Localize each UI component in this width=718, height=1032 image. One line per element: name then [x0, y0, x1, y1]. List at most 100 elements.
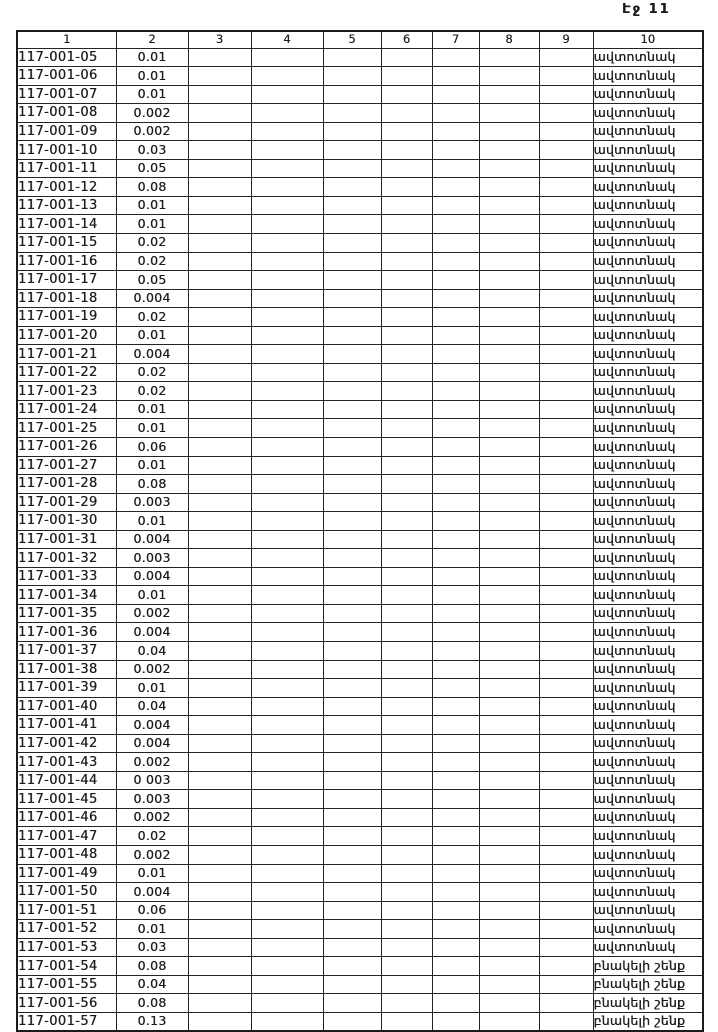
table-row: 117-001-52 0.01 ավտոտնակ [16, 919, 704, 939]
cell-empty [538, 882, 594, 902]
cell-empty [322, 103, 382, 123]
cell-parcel-code: 117-001-16 [16, 251, 117, 272]
cell-empty [380, 715, 433, 735]
cell-parcel-code: 117-001-05 [16, 47, 117, 68]
cell-parcel-code: 117-001-57 [16, 1011, 117, 1032]
cell-parcel-code: 117-001-54 [16, 956, 117, 976]
cell-empty [322, 826, 382, 847]
cell-empty [250, 622, 324, 642]
cell-building-type: ավտոտնակ [592, 770, 704, 791]
cell-empty [322, 845, 382, 865]
cell-building-type: ավտոտնակ [592, 436, 704, 457]
cell-building-type: բնակելի շենք [592, 956, 704, 976]
cell-empty [250, 66, 324, 86]
cell-area-value: 0.04 [115, 696, 189, 717]
cell-empty [322, 474, 382, 494]
cell-parcel-code: 117-001-45 [16, 789, 117, 809]
cell-empty [322, 455, 382, 476]
cell-empty [322, 696, 382, 717]
cell-area-value: 0.01 [115, 418, 189, 438]
cell-empty [187, 974, 252, 995]
cell-empty [250, 882, 324, 902]
cell-parcel-code: 117-001-43 [16, 752, 117, 772]
cell-empty [538, 84, 594, 105]
cell-empty [538, 232, 594, 253]
cell-empty [478, 1011, 540, 1032]
column-header-10: 10 [592, 30, 704, 49]
cell-empty [538, 381, 594, 401]
cell-empty [431, 66, 480, 86]
table-row: 117-001-53 0.03 ավտոտնակ [16, 937, 704, 958]
cell-empty [187, 566, 252, 587]
cell-building-type: ավտոտնակ [592, 418, 704, 438]
cell-empty [538, 1011, 594, 1032]
cell-empty [250, 993, 324, 1013]
cell-parcel-code: 117-001-11 [16, 158, 117, 179]
cell-area-value: 0.004 [115, 566, 189, 587]
cell-parcel-code: 117-001-27 [16, 455, 117, 476]
cell-building-type: ավտոտնակ [592, 622, 704, 642]
cell-area-value: 0.01 [115, 66, 189, 86]
cell-empty [250, 1011, 324, 1032]
table-row: 117-001-12 0.08 ավտոտնակ [16, 177, 704, 197]
cell-empty [250, 288, 324, 309]
cell-empty [187, 845, 252, 865]
cell-area-value: 0.003 [115, 789, 189, 809]
table-row: 117-001-21 0.004 ավտոտնակ [16, 344, 704, 364]
table-row: 117-001-32 0.003 ավտոտնակ [16, 548, 704, 568]
cell-area-value: 0.002 [115, 807, 189, 828]
cell-empty [478, 474, 540, 494]
table-row: 117-001-17 0.05 ավտոտնակ [16, 270, 704, 290]
cell-empty [322, 511, 382, 531]
cell-empty [431, 900, 480, 921]
cell-empty [250, 158, 324, 179]
cell-parcel-code: 117-001-21 [16, 344, 117, 364]
cell-empty [187, 659, 252, 680]
cell-empty [538, 474, 594, 494]
cell-empty [187, 900, 252, 921]
cell-empty [380, 251, 433, 272]
cell-parcel-code: 117-001-44 [16, 770, 117, 791]
cell-empty [431, 140, 480, 160]
cell-area-value: 0.002 [115, 752, 189, 772]
cell-empty [187, 529, 252, 550]
cell-empty [380, 288, 433, 309]
cell-empty [250, 529, 324, 550]
cell-parcel-code: 117-001-53 [16, 937, 117, 958]
cell-empty [431, 214, 480, 234]
cell-empty [250, 177, 324, 197]
cell-empty [380, 270, 433, 290]
cell-empty [187, 603, 252, 624]
cell-empty [187, 548, 252, 568]
cell-empty [538, 733, 594, 754]
cell-area-value: 0.06 [115, 436, 189, 457]
cell-empty [187, 325, 252, 346]
cell-empty [380, 511, 433, 531]
cell-parcel-code: 117-001-06 [16, 66, 117, 86]
cell-empty [187, 362, 252, 383]
cell-empty [380, 66, 433, 86]
cell-empty [431, 84, 480, 105]
cell-empty [478, 863, 540, 884]
cell-empty [478, 270, 540, 290]
cell-building-type: ավտոտնակ [592, 492, 704, 513]
cell-empty [380, 659, 433, 680]
cell-building-type: ավտոտնակ [592, 529, 704, 550]
cell-empty [478, 937, 540, 958]
cell-building-type: ավտոտնակ [592, 585, 704, 605]
cell-empty [478, 956, 540, 976]
cell-empty [431, 288, 480, 309]
cell-building-type: ավտոտնակ [592, 641, 704, 661]
cell-parcel-code: 117-001-35 [16, 603, 117, 624]
table-row: 117-001-36 0.004 ավտոտնակ [16, 622, 704, 642]
cell-building-type: ավտոտնակ [592, 362, 704, 383]
cell-empty [431, 232, 480, 253]
table-row: 117-001-40 0.04 ավտոտնակ [16, 696, 704, 717]
cell-empty [187, 66, 252, 86]
cell-empty [431, 1011, 480, 1032]
cell-empty [187, 381, 252, 401]
cell-parcel-code: 117-001-49 [16, 863, 117, 884]
cell-empty [538, 678, 594, 698]
cell-empty [380, 214, 433, 234]
cell-empty [380, 641, 433, 661]
